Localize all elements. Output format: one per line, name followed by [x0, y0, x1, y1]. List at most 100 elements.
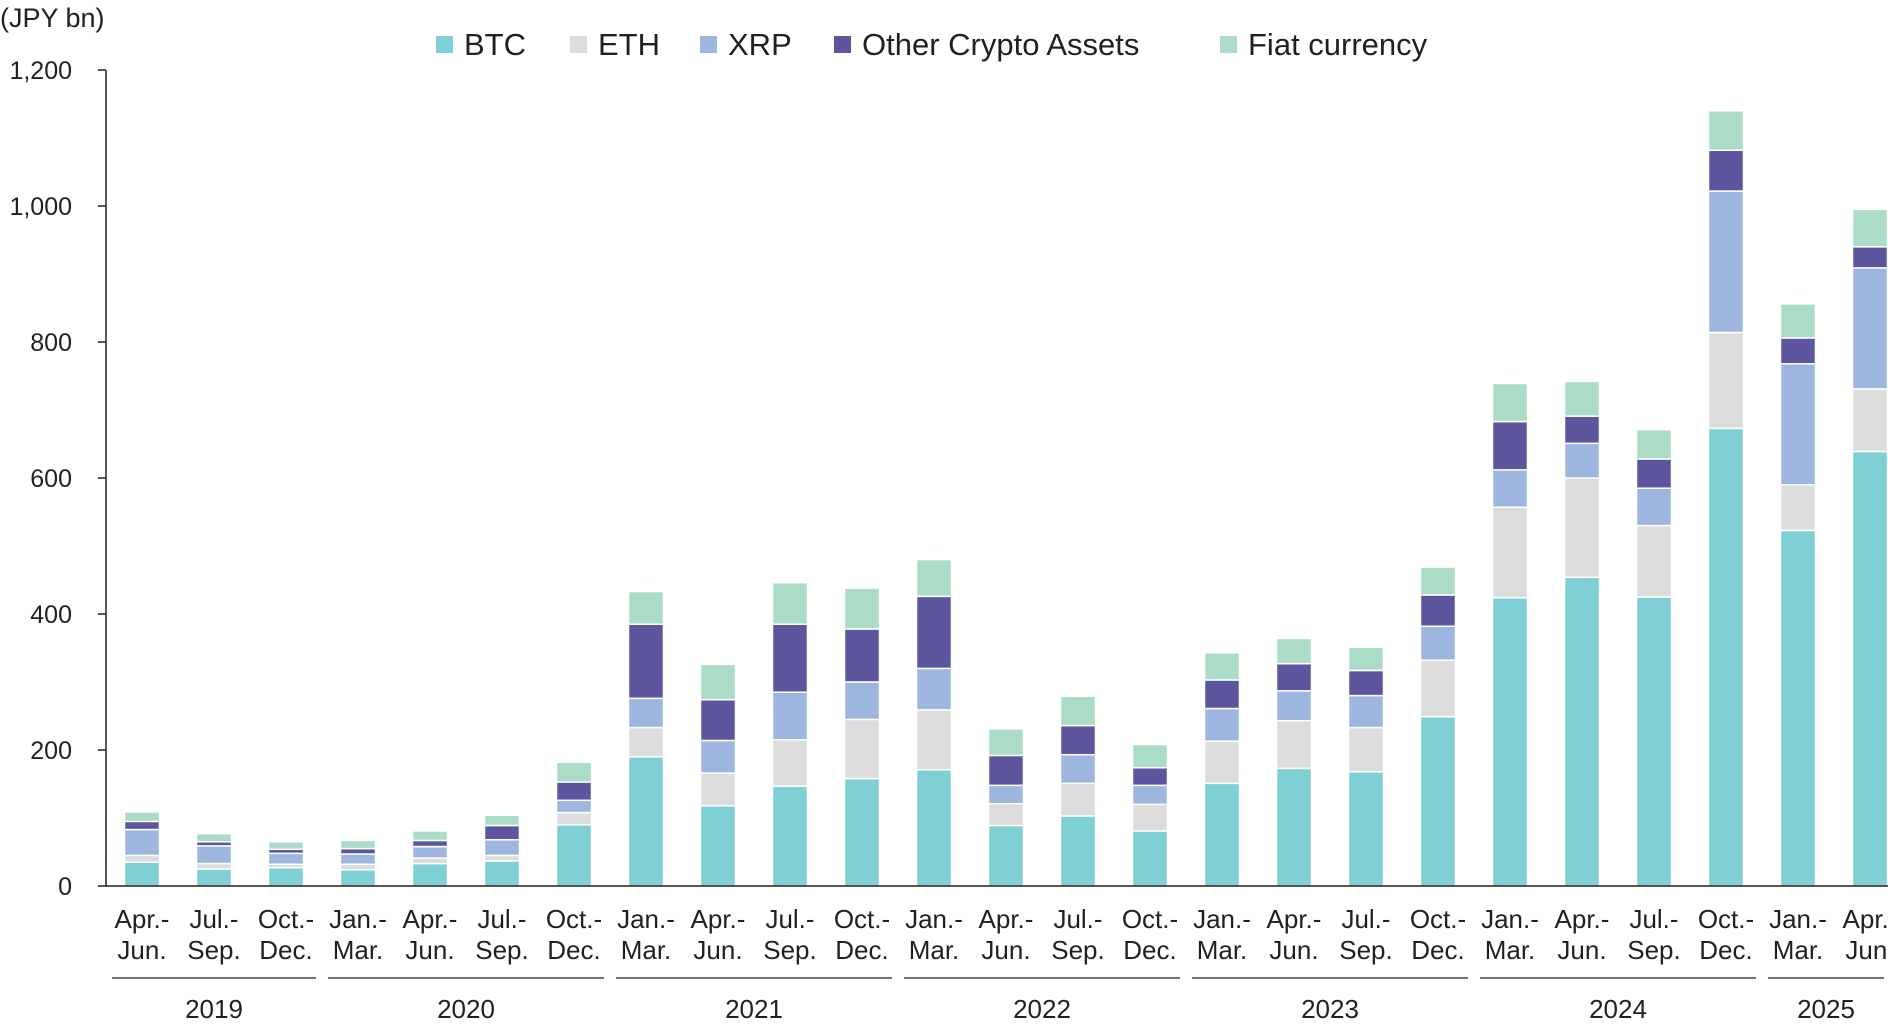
bar-eth — [483, 854, 521, 862]
bar-other-crypto-assets — [1203, 679, 1241, 710]
bar-xrp — [339, 853, 377, 865]
bar-xrp — [915, 667, 953, 711]
legend-swatch-xrp — [700, 36, 717, 53]
bar-btc — [1131, 830, 1169, 887]
x-tick-label: Apr.-Jun. — [979, 904, 1034, 965]
legend-label-xrp: XRP — [728, 27, 792, 62]
year-group-label: 2021 — [725, 994, 783, 1024]
bar-other-crypto-assets — [771, 623, 809, 693]
bar-other-crypto-assets — [1635, 458, 1673, 489]
bar-eth — [411, 857, 449, 865]
bar-other-crypto-assets — [1131, 766, 1169, 787]
x-tick-label: Jul.-Sep. — [1051, 904, 1105, 965]
bar-xrp — [1707, 190, 1745, 334]
bar-fiat-currency — [1419, 566, 1457, 596]
bar-fiat-currency — [195, 832, 233, 843]
bar-fiat-currency — [267, 841, 305, 851]
bar-fiat-currency — [1563, 380, 1601, 417]
bar-other-crypto-assets — [1779, 337, 1817, 365]
bar-xrp — [699, 739, 737, 774]
y-tick-label: 800 — [30, 329, 72, 357]
x-tick-label: Apr.-Jun. — [403, 904, 458, 965]
bar-xrp — [1419, 625, 1457, 661]
y-tick-label: 1,200 — [9, 57, 72, 85]
bar-other-crypto-assets — [339, 847, 377, 855]
bar-xrp — [483, 839, 521, 857]
bar-eth — [987, 802, 1025, 827]
x-tick-label: Jul.-Sep. — [187, 904, 241, 965]
x-tick-label: Oct.-Dec. — [1698, 904, 1754, 965]
legend-label-fiat-currency: Fiat currency — [1248, 27, 1428, 62]
bar-xrp — [1851, 267, 1888, 390]
bar-xrp — [1779, 363, 1817, 486]
bar-eth — [555, 811, 593, 826]
bar-fiat-currency — [1491, 382, 1529, 423]
bar-other-crypto-assets — [1059, 724, 1097, 756]
bar-other-crypto-assets — [1851, 246, 1888, 269]
bar-btc — [411, 862, 449, 887]
x-tick-label: Oct.-Dec. — [834, 904, 890, 965]
x-tick-label: Jul.-Sep. — [1627, 904, 1681, 965]
x-tick-label: Oct.-Dec. — [258, 904, 314, 965]
bar-btc — [483, 860, 521, 887]
bar-xrp — [411, 845, 449, 859]
bar-xrp — [1491, 469, 1529, 508]
y-axis-label: (JPY bn) — [0, 3, 105, 33]
bar-xrp — [123, 828, 161, 857]
bar-fiat-currency — [915, 558, 953, 598]
bar-other-crypto-assets — [483, 824, 521, 841]
bar-btc — [1563, 576, 1601, 887]
x-tick-label: Jan.-Mar. — [1193, 904, 1251, 965]
bar-btc — [267, 866, 305, 887]
x-tick-label: Oct.-Dec. — [1122, 904, 1178, 965]
bar-other-crypto-assets — [1563, 415, 1601, 445]
bar-eth — [1563, 477, 1601, 579]
bar-btc — [339, 868, 377, 887]
bar-btc — [987, 824, 1025, 887]
x-tick-label: Apr.-Jun. — [1555, 904, 1610, 965]
x-tick-label: Jan.-Mar. — [905, 904, 963, 965]
bar-eth — [627, 726, 665, 758]
bar-eth — [843, 718, 881, 780]
bar-other-crypto-assets — [915, 595, 953, 670]
bar-fiat-currency — [1635, 428, 1673, 460]
bar-eth — [915, 709, 953, 771]
legend-label-other-crypto-assets: Other Crypto Assets — [862, 27, 1139, 62]
bar-xrp — [1131, 784, 1169, 806]
bar-eth — [1203, 740, 1241, 785]
legend-swatch-eth — [570, 36, 587, 53]
bar-other-crypto-assets — [123, 820, 161, 831]
bar-btc — [1635, 596, 1673, 887]
bar-xrp — [1563, 442, 1601, 479]
bar-fiat-currency — [1275, 637, 1313, 665]
bar-other-crypto-assets — [1347, 669, 1385, 697]
bar-other-crypto-assets — [1275, 662, 1313, 692]
bar-xrp — [843, 681, 881, 721]
x-axis-ticks: Apr.-Jun. Jul.-Sep. Oct.-Dec. Jan.-Mar. Apr.… — [115, 904, 1888, 965]
bar-eth — [1779, 484, 1817, 532]
bar-btc — [195, 868, 233, 887]
bar-eth — [1275, 720, 1313, 770]
bar-eth — [1131, 803, 1169, 832]
bar-eth — [123, 854, 161, 863]
bar-xrp — [1059, 754, 1097, 785]
y-tick-label: 0 — [58, 873, 72, 901]
bar-fiat-currency — [411, 830, 449, 842]
legend-label-btc: BTC — [464, 27, 526, 62]
bar-xrp — [987, 784, 1025, 805]
bar-other-crypto-assets — [1707, 149, 1745, 192]
year-groups: 2019 2020 2021 2022 2023 2024 2025 — [112, 977, 1884, 1024]
bar-other-crypto-assets — [987, 754, 1025, 787]
bar-btc — [1707, 427, 1745, 887]
year-group-label: 2025 — [1797, 994, 1855, 1024]
bar-other-crypto-assets — [411, 839, 449, 848]
bar-fiat-currency — [987, 728, 1025, 757]
x-tick-label: Jan.-Mar. — [1769, 904, 1827, 965]
bar-btc — [1275, 767, 1313, 887]
y-tick-label: 400 — [30, 601, 72, 629]
x-tick-label: Jul.-Sep. — [763, 904, 817, 965]
bar-xrp — [1275, 690, 1313, 722]
bar-fiat-currency — [771, 581, 809, 625]
x-tick-label: Jul.-Sep. — [475, 904, 529, 965]
y-tick-label: 1,000 — [9, 193, 72, 221]
